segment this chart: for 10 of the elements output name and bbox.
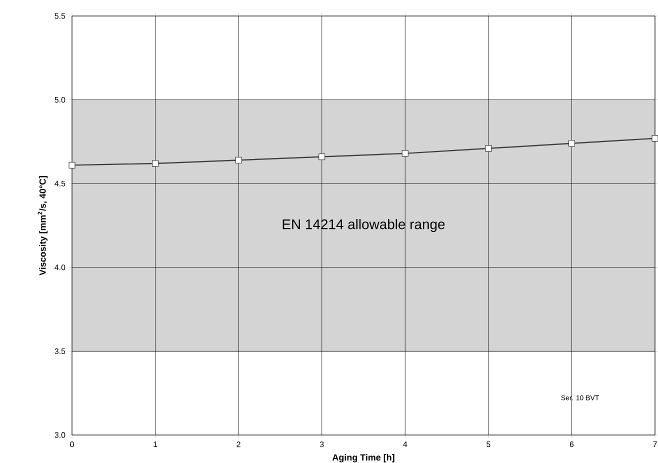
point [402, 150, 408, 157]
point [568, 140, 576, 147]
point [152, 160, 159, 167]
point [235, 156, 242, 164]
point [652, 135, 658, 142]
point [318, 153, 326, 160]
y-axis-title: Viscosity [mm$^{2}$/s, 40°C] [38, 176, 48, 276]
point [485, 145, 492, 152]
point [68, 162, 76, 168]
x-axis-title: Aging Time [h] [332, 454, 394, 462]
